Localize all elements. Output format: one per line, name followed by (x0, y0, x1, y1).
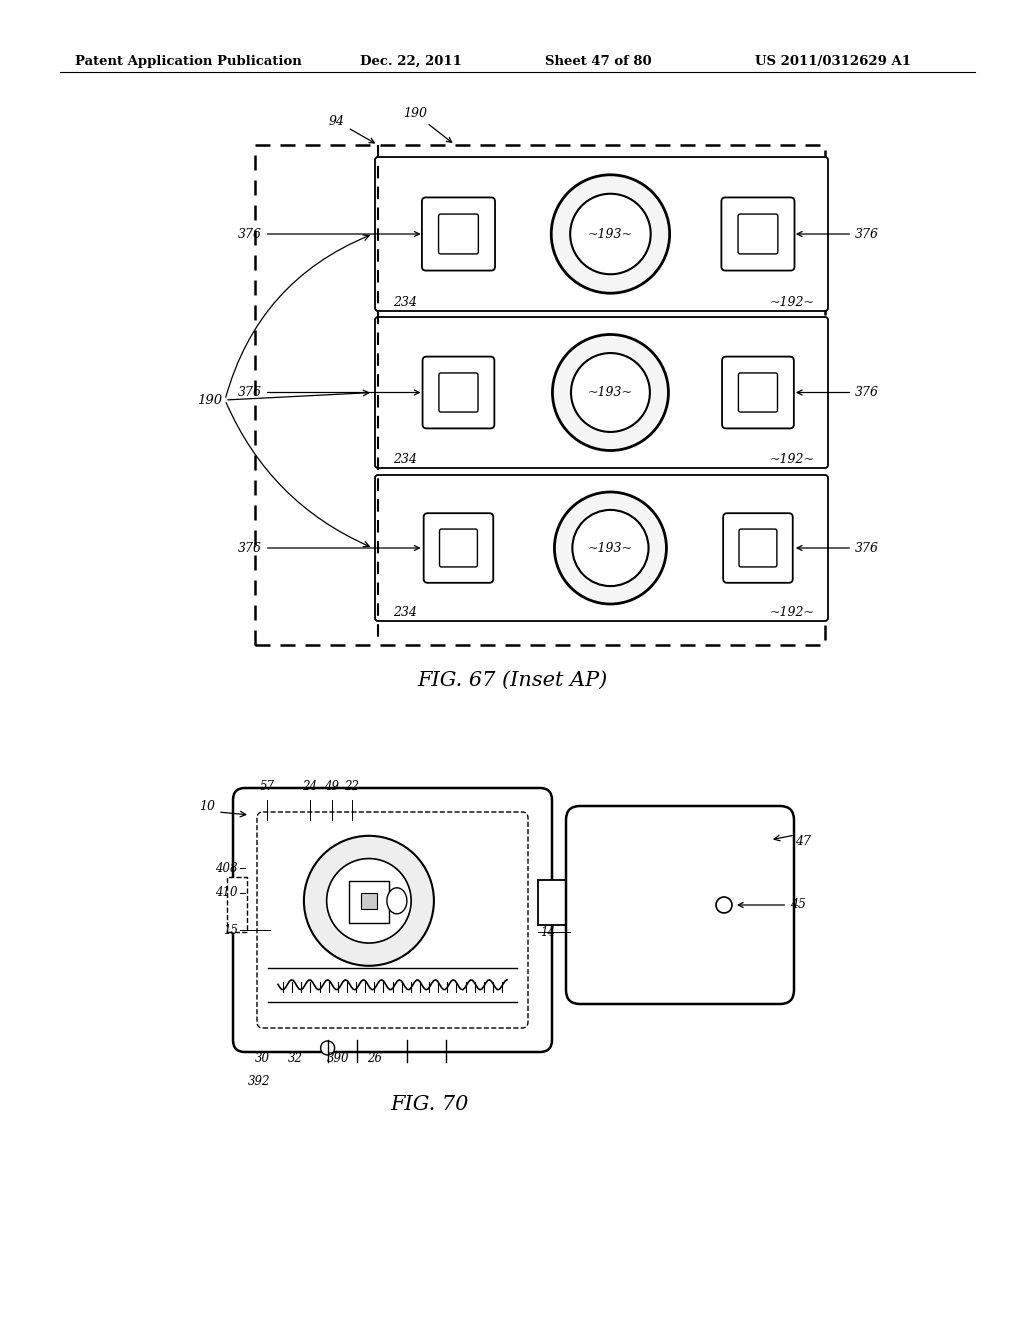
FancyBboxPatch shape (739, 529, 777, 568)
FancyBboxPatch shape (439, 374, 478, 412)
Text: FIG. 67 (Inset AP): FIG. 67 (Inset AP) (417, 671, 607, 689)
FancyBboxPatch shape (738, 214, 778, 253)
FancyBboxPatch shape (375, 475, 828, 620)
Text: 376: 376 (238, 541, 419, 554)
Bar (255, 145, 825, 645)
Text: FIG. 70: FIG. 70 (391, 1096, 469, 1114)
Text: ~192~: ~192~ (770, 606, 815, 619)
Text: 94: 94 (329, 115, 375, 143)
Text: 26: 26 (368, 1052, 383, 1065)
Bar (349, 880, 389, 923)
FancyBboxPatch shape (721, 198, 795, 271)
Text: 376: 376 (238, 227, 419, 240)
Text: ~193~: ~193~ (588, 227, 633, 240)
Circle shape (321, 1041, 335, 1055)
Text: 190: 190 (403, 107, 452, 143)
Text: 410: 410 (215, 887, 238, 899)
Text: Dec. 22, 2011: Dec. 22, 2011 (360, 55, 462, 69)
Circle shape (570, 194, 650, 275)
Text: 10: 10 (199, 800, 215, 813)
Text: 190: 190 (197, 393, 222, 407)
FancyBboxPatch shape (227, 876, 247, 932)
FancyBboxPatch shape (738, 374, 777, 412)
FancyBboxPatch shape (566, 807, 794, 1005)
Text: 234: 234 (393, 296, 417, 309)
FancyBboxPatch shape (375, 157, 828, 312)
Text: ~192~: ~192~ (770, 296, 815, 309)
Text: ~193~: ~193~ (588, 541, 633, 554)
Ellipse shape (387, 888, 407, 913)
Text: 49: 49 (325, 780, 340, 793)
Text: 234: 234 (393, 606, 417, 619)
Circle shape (572, 510, 648, 586)
Text: 14: 14 (540, 925, 555, 939)
Circle shape (552, 334, 669, 450)
FancyBboxPatch shape (439, 529, 477, 568)
FancyBboxPatch shape (424, 513, 494, 583)
Text: Patent Application Publication: Patent Application Publication (75, 55, 302, 69)
Text: ~192~: ~192~ (770, 453, 815, 466)
Text: Sheet 47 of 80: Sheet 47 of 80 (545, 55, 651, 69)
Text: 32: 32 (288, 1052, 302, 1065)
Bar (360, 892, 377, 908)
Circle shape (551, 174, 670, 293)
Text: 376: 376 (238, 385, 419, 399)
Text: 24: 24 (302, 780, 317, 793)
Circle shape (716, 898, 732, 913)
FancyBboxPatch shape (375, 317, 828, 469)
FancyBboxPatch shape (423, 356, 495, 429)
Text: 408: 408 (215, 862, 238, 874)
Text: 376: 376 (797, 227, 879, 240)
Text: 376: 376 (797, 541, 879, 554)
Circle shape (554, 492, 667, 605)
Circle shape (304, 836, 434, 966)
Text: 376: 376 (797, 385, 879, 399)
Text: US 2011/0312629 A1: US 2011/0312629 A1 (755, 55, 911, 69)
Text: 47: 47 (795, 836, 811, 847)
FancyBboxPatch shape (722, 356, 794, 429)
FancyBboxPatch shape (233, 788, 552, 1052)
FancyBboxPatch shape (438, 214, 478, 253)
Circle shape (571, 352, 650, 432)
Bar (538, 880, 570, 925)
Text: 15: 15 (223, 924, 238, 936)
Text: 234: 234 (393, 453, 417, 466)
Text: 45: 45 (738, 899, 806, 912)
Text: 390: 390 (327, 1052, 349, 1065)
Text: 30: 30 (255, 1052, 269, 1065)
Text: 22: 22 (344, 780, 359, 793)
Text: 57: 57 (259, 780, 274, 793)
Text: ~193~: ~193~ (588, 385, 633, 399)
Text: 392: 392 (248, 1074, 270, 1088)
Circle shape (327, 858, 412, 942)
FancyBboxPatch shape (723, 513, 793, 583)
FancyBboxPatch shape (422, 198, 495, 271)
